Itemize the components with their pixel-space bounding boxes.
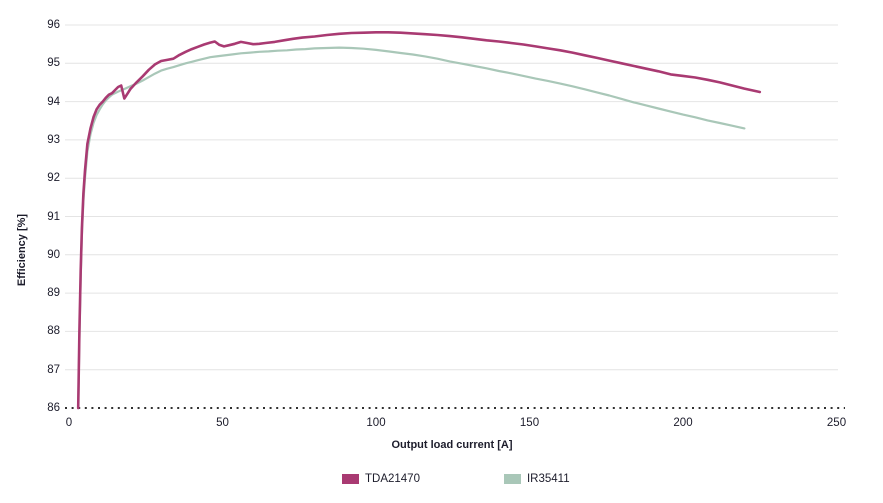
legend-item-ir35411: IR35411 xyxy=(503,473,570,485)
x-tick-label-200: 200 xyxy=(673,417,693,429)
legend: TDA21470 IR35411 xyxy=(342,473,570,485)
x-tick-label-150: 150 xyxy=(519,417,540,429)
y-tick-label-94: 94 xyxy=(47,95,60,108)
y-axis-title: Efficiency [%] xyxy=(16,213,28,287)
legend-swatch-ir35411 xyxy=(503,474,521,484)
y-tick-label-95: 95 xyxy=(47,57,60,70)
y-tick-label-96: 96 xyxy=(47,19,60,31)
x-tick-label-0: 0 xyxy=(65,417,73,429)
series-line-ir35411 xyxy=(77,46,746,410)
x-axis-title: Output load current [A] xyxy=(391,439,513,451)
series-line-tda21470 xyxy=(76,30,762,410)
legend-label-tda21470: TDA21470 xyxy=(365,473,420,485)
y-tick-label-87: 87 xyxy=(47,363,60,376)
y-tick-label-93: 93 xyxy=(47,133,60,146)
y-tick-label-90: 90 xyxy=(47,248,60,261)
legend-item-tda21470: TDA21470 xyxy=(342,473,420,485)
legend-swatch-tda21470 xyxy=(342,474,359,484)
x-tick-label-50: 50 xyxy=(216,417,229,429)
y-tick-label-92: 92 xyxy=(47,172,60,185)
y-tick-label-86: 86 xyxy=(47,402,60,414)
y-tick-label-89: 89 xyxy=(47,287,60,300)
x-tick-label-250: 250 xyxy=(826,417,847,429)
legend-label-ir35411: IR35411 xyxy=(526,473,570,485)
x-tick-label-100: 100 xyxy=(366,417,386,429)
y-tick-label-88: 88 xyxy=(47,325,60,338)
y-tick-label-91: 91 xyxy=(47,210,60,223)
